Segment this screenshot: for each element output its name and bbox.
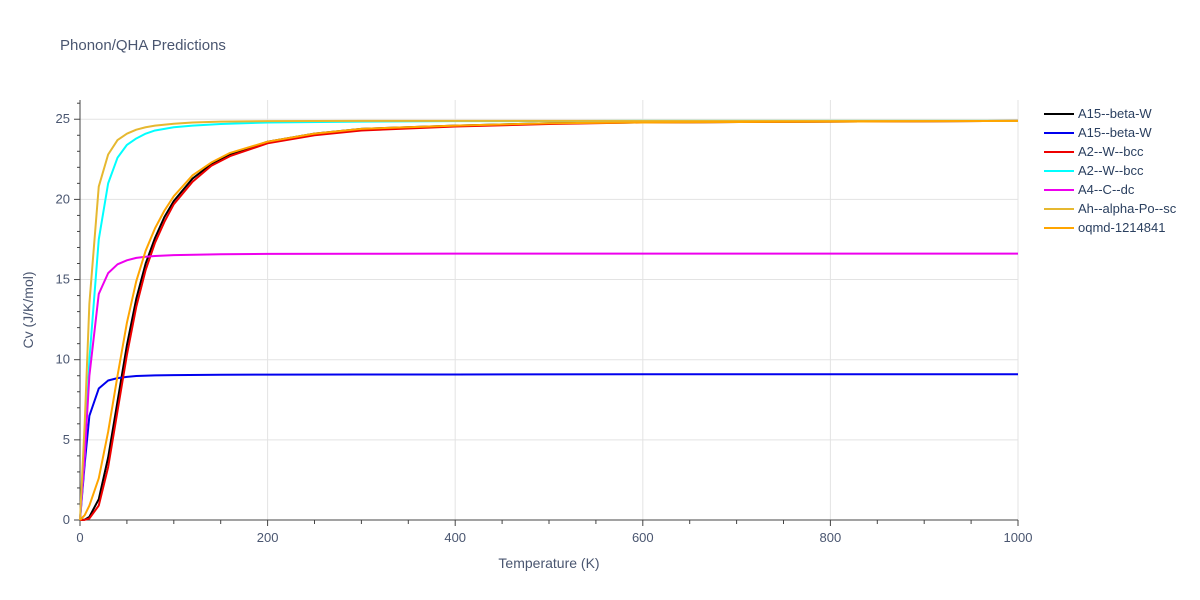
legend-label-7: oqmd-1214841: [1078, 220, 1165, 235]
legend-label-5: A4--C--dc: [1078, 182, 1135, 197]
chart-title: Phonon/QHA Predictions: [60, 37, 226, 54]
series-layer: [79, 119, 1019, 521]
legend-label-4: A2--W--bcc: [1078, 163, 1144, 178]
y-tick-label: 0: [63, 512, 70, 527]
x-tick-label: 600: [632, 530, 654, 545]
legend-label-2: A15--beta-W: [1078, 125, 1152, 140]
axis-layer: 0 200 400 600 800 1000 0 5 10 15 20 25: [56, 100, 1033, 545]
x-axis-title: Temperature (K): [498, 555, 599, 571]
y-tick-label: 5: [63, 432, 70, 447]
y-tick-label: 25: [56, 111, 70, 126]
series-line-5: [79, 252, 1018, 521]
series-line-6: [79, 119, 1018, 521]
x-tick-label: 400: [444, 530, 466, 545]
legend-label-3: A2--W--bcc: [1078, 144, 1144, 159]
x-tick-label: 800: [820, 530, 842, 545]
legend-label-1: A15--beta-W: [1078, 106, 1152, 121]
y-tick-label: 15: [56, 272, 70, 287]
x-tick-label: 200: [257, 530, 279, 545]
y-axis-title: Cv (J/K/mol): [20, 272, 36, 349]
y-tick-label: 10: [56, 352, 70, 367]
series-line-1: [79, 119, 1019, 521]
x-tick-label: 1000: [1004, 530, 1033, 545]
y-tick-label: 20: [56, 191, 70, 206]
series-line-4: [79, 119, 1018, 521]
legend: A15--beta-W A15--beta-W A2--W--bcc A2--W--b…: [1044, 106, 1177, 235]
x-tick-label: 0: [76, 530, 83, 545]
series-line-7: [79, 119, 1019, 521]
grid-layer: [80, 100, 1019, 520]
legend-label-6: Ah--alpha-Po--sc: [1078, 201, 1177, 216]
series-line-2: [79, 373, 1018, 521]
series-line-3: [79, 119, 1019, 521]
